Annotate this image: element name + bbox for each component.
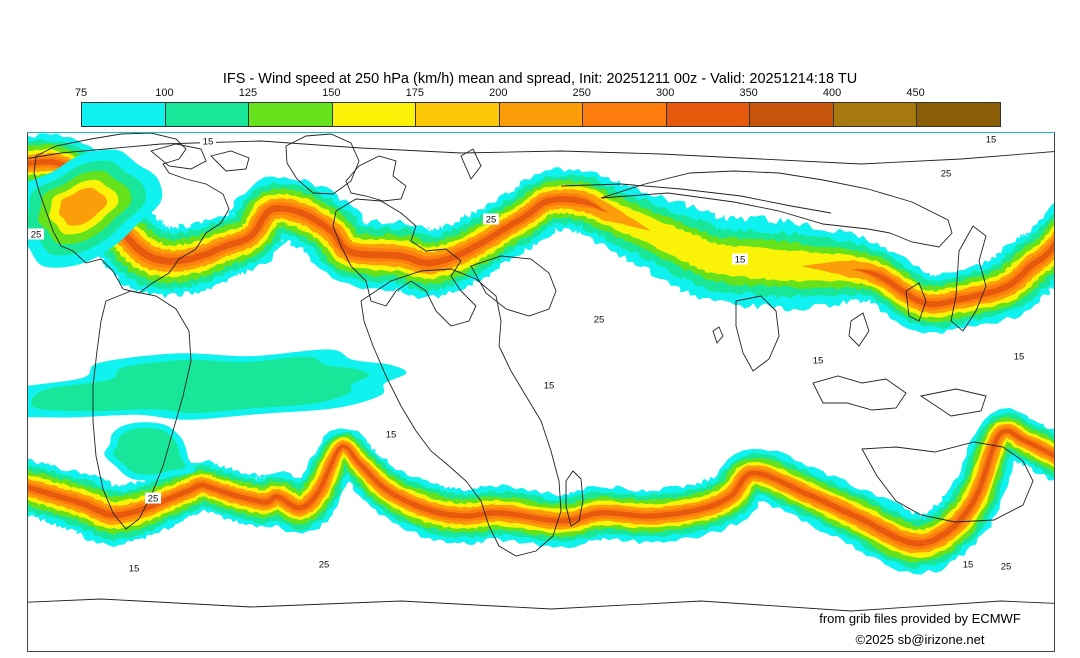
svg-text:15: 15 — [986, 134, 997, 145]
svg-text:15: 15 — [1014, 351, 1025, 362]
svg-text:25: 25 — [31, 229, 42, 240]
svg-text:15: 15 — [203, 136, 214, 147]
svg-text:25: 25 — [1001, 561, 1012, 572]
svg-text:15: 15 — [963, 559, 974, 570]
svg-text:15: 15 — [129, 563, 140, 574]
svg-text:15: 15 — [544, 380, 555, 391]
svg-text:25: 25 — [148, 493, 159, 504]
svg-text:25: 25 — [319, 559, 330, 570]
svg-text:25: 25 — [594, 314, 605, 325]
svg-text:15: 15 — [386, 429, 397, 440]
svg-text:15: 15 — [735, 254, 746, 265]
svg-text:15: 15 — [813, 355, 824, 366]
svg-text:25: 25 — [486, 214, 497, 225]
svg-text:25: 25 — [941, 168, 952, 179]
